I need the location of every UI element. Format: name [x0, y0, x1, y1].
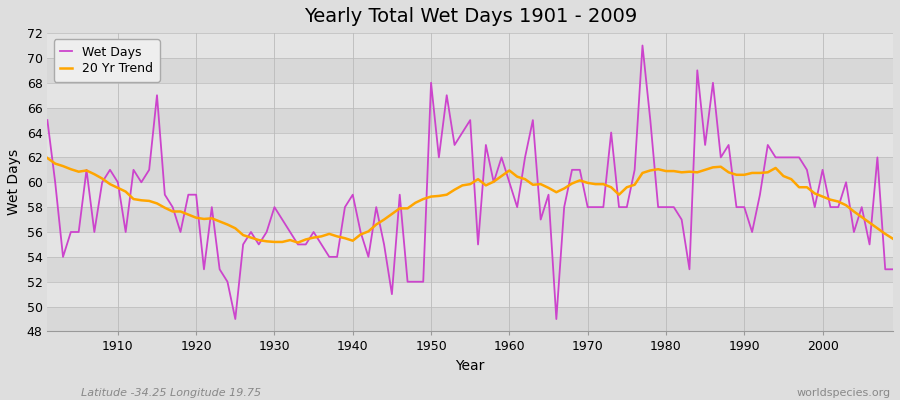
- Wet Days: [512, 205, 523, 210]
- Bar: [48, 182, 893, 207]
- Wet Days: [284, 230, 295, 234]
- Text: worldspecies.org: worldspecies.org: [796, 388, 891, 398]
- Wet Days: [104, 168, 115, 172]
- Bar: [48, 232, 893, 257]
- Bar: [48, 257, 893, 282]
- Wet Days: [230, 317, 240, 322]
- Bar: [48, 33, 893, 58]
- Wet Days: [332, 254, 343, 259]
- Wet Days: [637, 43, 648, 48]
- Wet Days: [42, 118, 53, 122]
- Wet Days: [606, 130, 616, 135]
- Bar: [48, 58, 893, 83]
- 20 Yr Trend: [512, 174, 523, 179]
- 20 Yr Trend: [292, 240, 303, 245]
- Title: Yearly Total Wet Days 1901 - 2009: Yearly Total Wet Days 1901 - 2009: [303, 7, 637, 26]
- Text: Latitude -34.25 Longitude 19.75: Latitude -34.25 Longitude 19.75: [81, 388, 261, 398]
- 20 Yr Trend: [42, 156, 53, 160]
- Bar: [48, 207, 893, 232]
- Bar: [48, 108, 893, 132]
- X-axis label: Year: Year: [455, 359, 485, 373]
- Bar: [48, 157, 893, 182]
- 20 Yr Trend: [277, 240, 288, 244]
- 20 Yr Trend: [606, 185, 616, 190]
- Bar: [48, 83, 893, 108]
- Line: 20 Yr Trend: 20 Yr Trend: [48, 158, 893, 242]
- 20 Yr Trend: [504, 168, 515, 173]
- Y-axis label: Wet Days: Wet Days: [7, 149, 21, 215]
- 20 Yr Trend: [332, 234, 343, 239]
- Line: Wet Days: Wet Days: [48, 46, 893, 319]
- 20 Yr Trend: [104, 182, 115, 186]
- Wet Days: [504, 180, 515, 185]
- 20 Yr Trend: [887, 236, 898, 241]
- Bar: [48, 307, 893, 332]
- Legend: Wet Days, 20 Yr Trend: Wet Days, 20 Yr Trend: [54, 39, 159, 82]
- Bar: [48, 282, 893, 307]
- Wet Days: [887, 267, 898, 272]
- Bar: [48, 132, 893, 157]
